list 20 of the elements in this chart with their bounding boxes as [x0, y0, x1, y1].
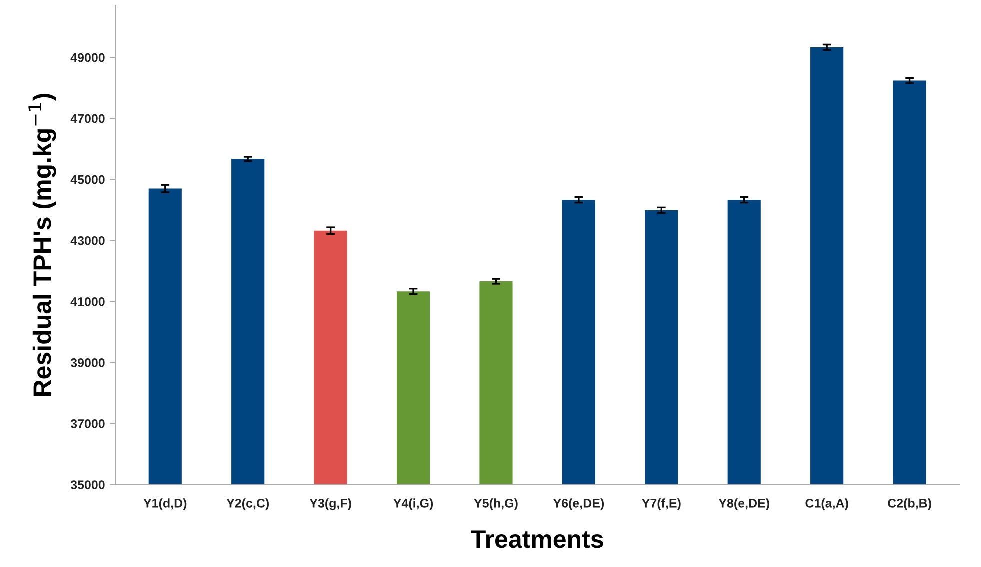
y-tick-label: 47000	[70, 114, 105, 124]
y-tick-label: 41000	[70, 297, 105, 306]
y-tick-label: 39000	[70, 358, 105, 368]
x-tick-label: Y2(c,C)	[226, 498, 270, 510]
y-tick-label: 45000	[70, 175, 105, 184]
x-tick-label: Y6(e,DE)	[553, 498, 604, 510]
x-tick-label: Y4(i,G)	[394, 498, 434, 510]
y-tick-label: 37000	[70, 420, 105, 428]
x-tick-label: Y5(h,G)	[474, 498, 518, 510]
x-tick-label: Y7(f,E)	[642, 498, 681, 510]
x-tick-label: Y3(g,F)	[310, 498, 352, 510]
x-tick-label: Y8(e,DE)	[718, 498, 770, 510]
y-axis-title: Residual TPH's (mg.kg$^{−1}$)	[28, 94, 56, 396]
x-tick-label: Y1(d,D)	[144, 498, 187, 510]
x-tick-label: C1(a,A)	[806, 498, 848, 510]
y-tick-label: 49000	[70, 53, 105, 62]
y-tick-label: 35000	[70, 480, 105, 490]
y-tick-label: 43000	[70, 236, 105, 246]
x-axis-title: Treatments	[471, 530, 604, 548]
x-tick-label: C2(b,B)	[888, 498, 932, 510]
